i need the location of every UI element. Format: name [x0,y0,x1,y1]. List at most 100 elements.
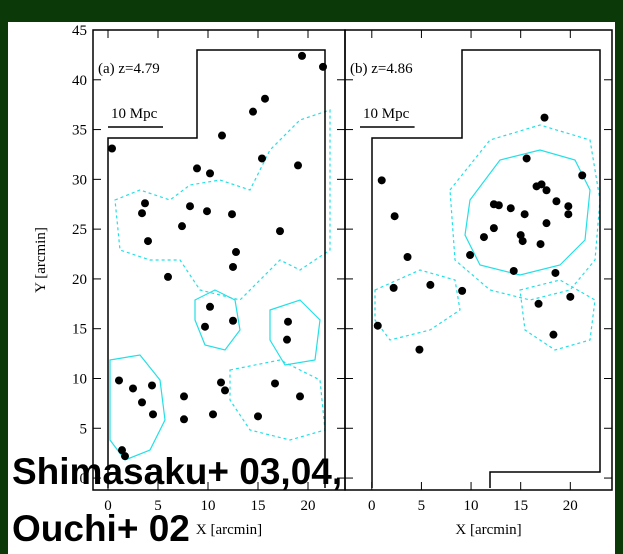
point [249,107,257,116]
x-tick-label: 0 [368,498,376,514]
figure-background [8,22,615,554]
contour [449,124,601,301]
y-axis-label: Y [arcmin] [33,227,49,293]
survey-outline [107,49,326,488]
contour [519,279,596,351]
point [494,201,503,210]
point [564,210,573,219]
point [520,210,529,219]
point [390,212,399,221]
x-tick-label: 20 [563,498,578,514]
contour [194,289,241,351]
point [149,410,157,419]
x-axis-label: X [arcmin] [455,522,521,538]
y-tick-label: 25 [72,222,87,238]
point [542,219,551,228]
scale-label: 10 Mpc [111,106,158,122]
point [206,302,214,311]
point [389,283,398,292]
point [229,316,237,325]
point [141,199,149,208]
point [458,286,467,295]
point [180,415,188,424]
point [193,164,201,173]
point [296,392,304,401]
point [283,335,291,344]
point [258,154,266,163]
point [261,94,269,103]
point [218,131,226,140]
y-tick-label: 40 [72,73,87,89]
point [138,209,146,218]
point [203,207,211,216]
point [294,161,302,170]
point [298,51,306,60]
panel-title: (a) z=4.79 [98,61,160,77]
point [229,262,237,271]
x-tick-label: 20 [301,498,316,514]
point [115,376,123,385]
x-tick-label: 15 [513,498,528,514]
point [551,268,560,277]
x-tick-label: 5 [418,498,426,514]
point [549,330,558,339]
x-axis-label: X [arcmin] [196,522,262,538]
contour [229,359,326,441]
point [540,113,549,122]
point [129,384,137,393]
point [522,154,531,163]
point [534,299,543,308]
point [121,452,129,461]
point [144,237,152,246]
plot-frame [344,29,613,491]
point [536,240,545,249]
point [254,412,262,421]
y-tick-label: 10 [72,371,87,387]
point [108,144,116,153]
point [206,169,214,178]
contour [374,269,461,341]
point [180,392,188,401]
point [489,224,498,233]
point [228,210,236,219]
point [221,386,229,395]
point [217,378,225,387]
y-tick-label: 30 [72,172,87,188]
point [148,381,156,390]
point [377,176,386,185]
contours [109,109,601,461]
contour [114,109,331,301]
point [276,227,284,236]
point [271,379,279,388]
point [518,237,527,246]
y-tick-label: 15 [72,322,87,338]
point [164,272,172,281]
contour [109,354,166,461]
point [201,322,209,331]
point [564,202,573,211]
contour [269,299,321,366]
survey-outline [371,49,601,488]
point [466,251,475,260]
caption-line: Shimasaku+ 03,04, [12,451,342,492]
x-tick-label: 15 [251,498,266,514]
y-tick-label: 35 [72,123,87,139]
y-tick-label: 0 [80,471,88,487]
y-tick-label: 45 [72,23,87,39]
point [552,197,561,206]
point [426,280,435,289]
point [403,253,412,262]
point [118,446,126,455]
point [178,222,186,231]
point [373,321,382,330]
point [284,317,292,326]
point [566,292,575,301]
scale-label: 10 Mpc [363,106,410,122]
y-tick-label: 20 [72,272,87,288]
panel-title: (b) z=4.86 [350,61,413,77]
point [509,266,518,275]
point [578,171,587,180]
point [319,62,327,71]
x-tick-label: 10 [201,498,216,514]
